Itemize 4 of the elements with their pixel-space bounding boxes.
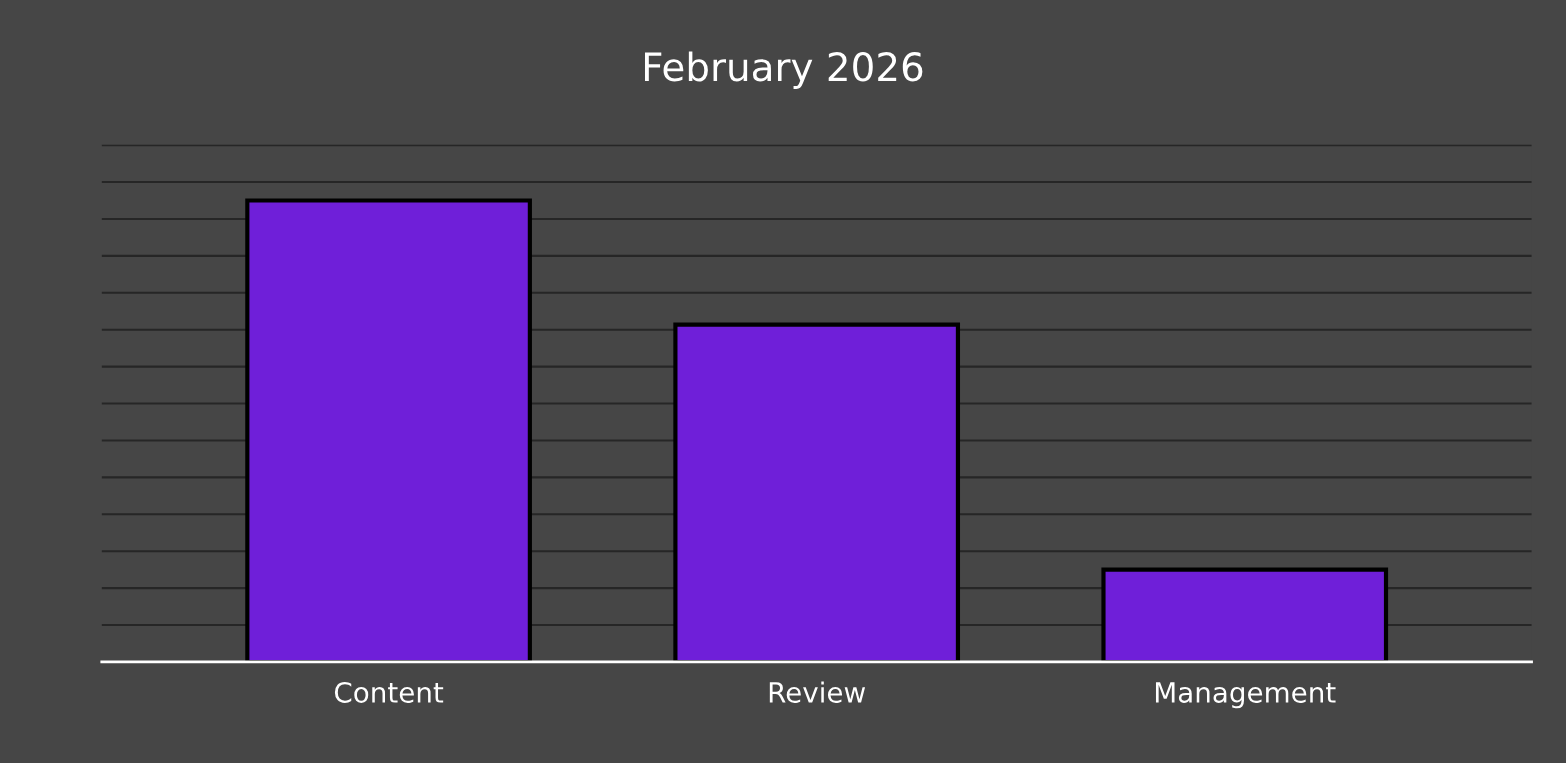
x-tick-label: Review <box>769 681 866 703</box>
chart-title: February 2026 <box>644 51 923 90</box>
x-tick-label: Content <box>334 681 444 703</box>
x-tick-label: Management <box>1155 682 1336 709</box>
